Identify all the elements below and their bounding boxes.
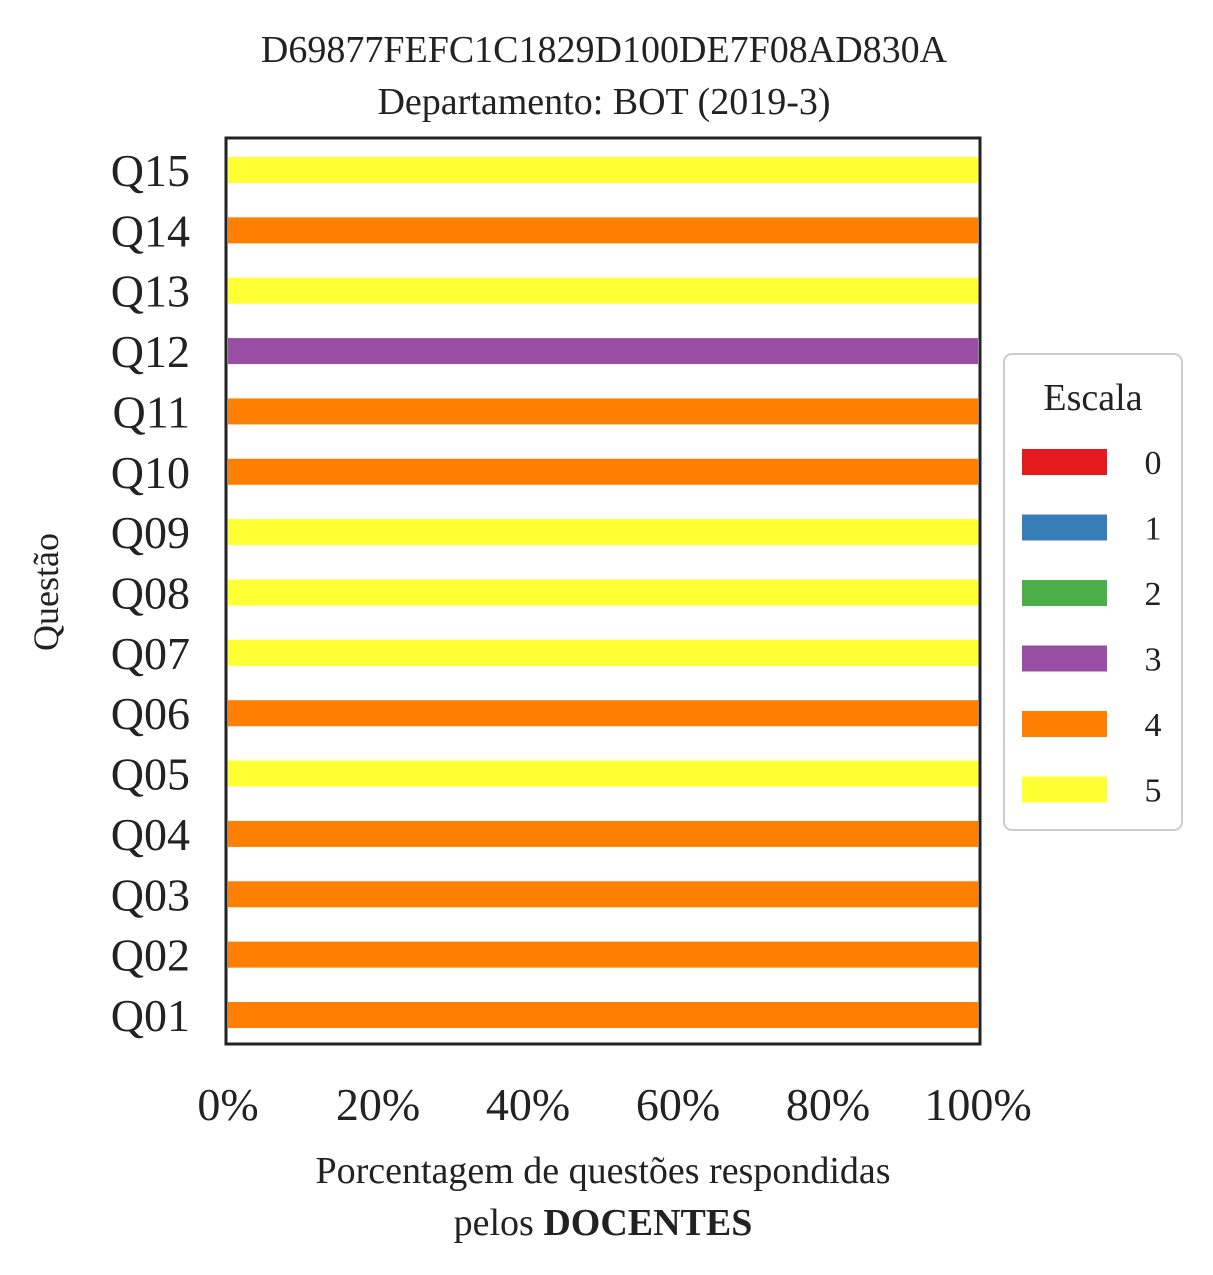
y-tick-label: Q11 xyxy=(112,386,190,437)
legend-label-3: 3 xyxy=(1145,642,1162,679)
bar-q07-escala-5 xyxy=(228,639,978,666)
chart-title: D69877FEFC1C1829D100DE7F08AD830A xyxy=(261,29,948,71)
legend-swatch-2 xyxy=(1022,580,1107,606)
y-tick-label: Q07 xyxy=(111,628,190,679)
legend-label-5: 5 xyxy=(1145,773,1162,810)
y-tick-label: Q15 xyxy=(111,145,190,196)
bar-q11-escala-4 xyxy=(228,398,978,425)
y-tick-label: Q10 xyxy=(111,447,190,498)
y-tick-label: Q09 xyxy=(111,507,190,558)
chart-subtitle: Departamento: BOT (2019-3) xyxy=(377,81,830,123)
y-tick-label: Q14 xyxy=(111,205,190,256)
x-tick-label: 20% xyxy=(336,1079,420,1130)
legend-label-1: 1 xyxy=(1145,511,1162,548)
y-tick-labels: Q01 Q02 Q03 Q04 Q05 Q06 Q07 Q08 Q09 Q10 Q11 Q12 Q13 Q… xyxy=(111,145,190,1041)
legend-label-2: 2 xyxy=(1145,576,1162,613)
x-axis-label-prefix: pelos xyxy=(454,1202,544,1244)
bar-q10-escala-4 xyxy=(228,458,978,485)
y-tick-label: Q13 xyxy=(111,266,190,317)
x-tick-labels: 0% 20% 40% 60% 80% 100% xyxy=(197,1079,1031,1130)
y-tick-label: Q06 xyxy=(111,688,190,739)
bar-q01-escala-4 xyxy=(228,1002,978,1028)
legend-title: Escala xyxy=(1043,377,1142,419)
bar-q15-escala-5 xyxy=(228,157,978,183)
bar-q03-escala-4 xyxy=(228,881,978,908)
x-axis-label-line1: Porcentagem de questões respondidas xyxy=(315,1150,890,1192)
bar-q13-escala-5 xyxy=(228,277,978,304)
y-tick-label: Q12 xyxy=(111,326,190,377)
x-tick-label: 40% xyxy=(486,1079,570,1130)
legend-items: 0 1 2 3 4 5 xyxy=(1022,445,1162,810)
x-tick-label: 60% xyxy=(636,1079,720,1130)
bars-layer xyxy=(228,157,978,1028)
legend-swatch-3 xyxy=(1022,645,1107,672)
plot-frame xyxy=(224,136,982,1046)
bar-q08-escala-5 xyxy=(228,579,978,606)
bar-q14-escala-4 xyxy=(228,217,978,244)
legend-swatch-1 xyxy=(1022,514,1107,541)
bar-q02-escala-4 xyxy=(228,941,978,968)
bar-q06-escala-4 xyxy=(228,700,978,727)
bar-q09-escala-5 xyxy=(228,519,978,546)
legend-label-4: 4 xyxy=(1145,707,1162,744)
y-tick-label: Q03 xyxy=(111,869,190,920)
y-tick-label: Q01 xyxy=(111,990,190,1041)
bar-q04-escala-4 xyxy=(228,820,978,847)
bar-q05-escala-5 xyxy=(228,760,978,787)
x-tick-label: 0% xyxy=(197,1079,258,1130)
y-tick-label: Q02 xyxy=(111,930,190,981)
x-axis-label-line2: pelos DOCENTES xyxy=(454,1202,753,1244)
legend: Escala 0 1 2 3 4 5 xyxy=(1003,353,1183,831)
y-tick-label: Q08 xyxy=(111,568,190,619)
legend-label-0: 0 xyxy=(1145,445,1162,482)
x-tick-label: 100% xyxy=(924,1079,1031,1130)
x-tick-label: 80% xyxy=(786,1079,870,1130)
y-axis-label: Questão xyxy=(26,533,66,651)
x-axis-label-bold: DOCENTES xyxy=(543,1202,752,1244)
y-tick-label: Q05 xyxy=(111,749,190,800)
legend-swatch-0 xyxy=(1022,449,1107,475)
y-tick-label: Q04 xyxy=(111,809,190,860)
legend-swatch-5 xyxy=(1022,776,1107,803)
bar-q12-escala-3 xyxy=(228,338,978,365)
legend-swatch-4 xyxy=(1022,711,1107,737)
